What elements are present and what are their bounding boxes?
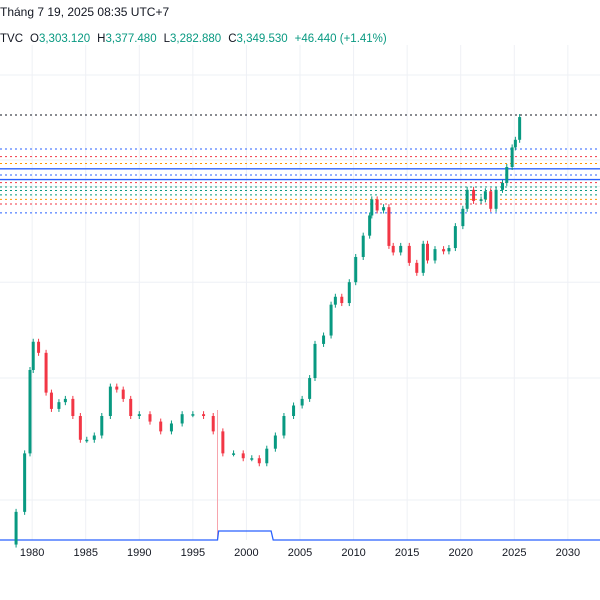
candle-body: [44, 352, 48, 393]
candle-body: [282, 416, 286, 436]
candle-body: [137, 414, 141, 416]
candle-body: [479, 199, 483, 201]
candle-body: [273, 435, 277, 449]
candle-body: [483, 191, 487, 200]
candle-body: [250, 458, 254, 460]
chart-header: Tháng 7 19, 2025 08:35 UTC+7: [0, 0, 600, 24]
candle-body: [494, 189, 498, 209]
candle-body: [501, 182, 504, 190]
candle-body: [387, 207, 391, 246]
close-value: 3,349.530: [236, 33, 288, 45]
x-tick-label: 2000: [234, 547, 258, 559]
candle-body: [426, 243, 429, 261]
candle-body: [121, 389, 125, 399]
low-label: L: [163, 33, 171, 45]
candle-body: [92, 435, 96, 440]
candle-body: [329, 304, 333, 336]
candle-body: [465, 189, 469, 209]
candle-body: [513, 139, 517, 148]
candle-body: [169, 423, 173, 432]
candle-body: [202, 414, 206, 416]
candle-body: [300, 398, 304, 406]
candle-body: [347, 282, 351, 304]
candle-body: [368, 215, 372, 236]
candle-body: [241, 453, 245, 459]
candle-body: [63, 398, 67, 403]
x-tick-label: 2005: [288, 547, 312, 559]
candle-body: [361, 235, 365, 257]
candle-body: [391, 245, 395, 253]
candle-body: [31, 341, 35, 370]
candle-body: [71, 398, 75, 416]
x-tick-label: 2020: [448, 547, 472, 559]
candle-body: [49, 392, 53, 409]
candle-body: [78, 416, 82, 440]
candle-body: [340, 296, 344, 304]
source-label: TVC: [0, 33, 23, 45]
candle-body: [382, 207, 386, 211]
open-value: 3,303.120: [38, 33, 91, 45]
datetime-label: Tháng 7 19, 2025 08:35 UTC+7: [0, 5, 170, 19]
candle-body: [159, 421, 163, 432]
candle-body: [399, 245, 403, 253]
candle-body: [313, 343, 317, 379]
candle-body: [510, 147, 514, 168]
close-label: C: [228, 33, 237, 45]
x-tick-label: 2030: [556, 547, 580, 559]
candle-body: [108, 386, 112, 416]
candle-body: [461, 208, 465, 227]
x-tick-label: 2010: [341, 547, 365, 559]
candle-body: [232, 453, 236, 455]
candle-body: [333, 296, 337, 305]
candle-body: [265, 448, 269, 464]
candle-body: [505, 167, 509, 183]
x-tick-label: 2015: [395, 547, 419, 559]
candle-body: [433, 249, 437, 261]
candle-body: [447, 248, 451, 252]
candle-body: [370, 199, 374, 216]
high-label: H: [97, 33, 106, 45]
candle-body: [308, 378, 312, 399]
candle-body: [415, 262, 419, 273]
candle-body: [453, 226, 457, 249]
candle-body: [257, 458, 261, 464]
x-tick-label: 1995: [181, 547, 205, 559]
high-value: 3,377.480: [105, 33, 157, 45]
x-tick-label: 1985: [73, 547, 97, 559]
x-tick-label: 1990: [127, 547, 151, 559]
candle-body: [148, 414, 152, 422]
candle-body: [180, 414, 184, 424]
candle-body: [489, 191, 493, 209]
candle-body: [322, 335, 326, 344]
candle-body: [37, 341, 41, 353]
x-tick-label: 2025: [502, 547, 526, 559]
candle-body: [421, 243, 425, 273]
candle-body: [14, 511, 18, 545]
candle-body: [23, 453, 27, 512]
volume-step-line: [0, 530, 600, 541]
candle-body: [442, 249, 446, 252]
x-tick-label: 1980: [20, 547, 44, 559]
candle-body: [129, 398, 133, 416]
candle-body: [407, 245, 411, 263]
candle-body: [375, 199, 379, 211]
candle-body: [28, 369, 32, 454]
change-value: +46.440 (+1.41%): [294, 33, 387, 45]
candle-body: [100, 416, 104, 436]
low-value: 3,282.880: [170, 33, 222, 45]
candle-body: [85, 439, 89, 442]
candle-body: [57, 402, 61, 409]
candle-body: [115, 386, 119, 390]
candle-body: [292, 405, 296, 416]
ohlc-legend: TVC O3,303.120 H3,377.480 L3,282.880 C3,349.…: [0, 33, 387, 45]
candle-body: [518, 117, 522, 140]
candle-body: [211, 416, 215, 432]
candle-body: [354, 256, 358, 283]
open-label: O: [30, 33, 39, 45]
candle-body: [472, 189, 476, 201]
candle-body: [191, 414, 195, 416]
candle-body: [221, 431, 225, 454]
